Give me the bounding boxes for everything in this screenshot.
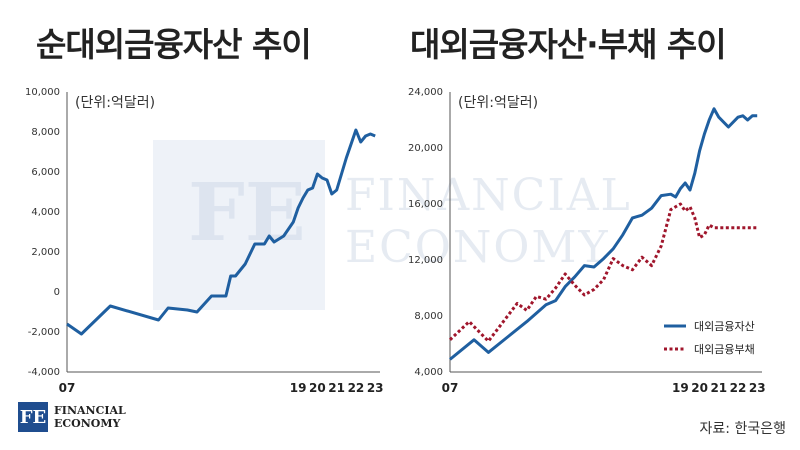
left-x-tick-label: 21: [328, 381, 345, 395]
left-y-tick-label: 8,000: [31, 127, 60, 138]
watermark-logo-mark: FE: [188, 165, 306, 259]
right-y-tick-label: 24,000: [408, 87, 443, 98]
watermark-box: [153, 140, 325, 310]
financial-economy-logo: FE FINANCIAL ECONOMY: [18, 402, 126, 432]
right-x-tick-label: 07: [442, 381, 459, 395]
right-y-tick-label: 4,000: [414, 367, 443, 378]
right-x-tick-label: 22: [730, 381, 747, 395]
right-y-tick-label: 8,000: [414, 311, 443, 322]
right-series-liability: [448, 202, 758, 343]
right-y-tick-label: 20,000: [408, 143, 443, 154]
left-y-tick-label: 4,000: [31, 207, 60, 218]
right-x-tick-label: 23: [749, 381, 766, 395]
watermark-line2: ECONOMY: [345, 222, 610, 273]
legend-asset-label: 대외금융자산: [694, 320, 755, 333]
right-x-tick-label: 21: [710, 381, 727, 395]
right-y-tick-label: 16,000: [408, 199, 443, 210]
right-chart-title: 대외금융자산·부채 추이: [410, 25, 727, 64]
left-unit-label: (단위:억달러): [75, 95, 155, 111]
left-series-net: [66, 128, 376, 336]
left-y-tick-label: -4,000: [28, 367, 60, 378]
left-x-tick-label: 23: [367, 381, 384, 395]
logo-line2: ECONOMY: [54, 417, 121, 430]
logo-text: FINANCIAL ECONOMY: [54, 404, 126, 430]
left-y-tick-label: 10,000: [25, 87, 60, 98]
left-x-tick-label: 19: [290, 381, 307, 395]
legend-liability-label: 대외금융부채: [694, 343, 755, 356]
left-chart-title: 순대외금융자산 추이: [36, 25, 312, 64]
right-x-tick-label: 19: [672, 381, 689, 395]
left-y-tick-label: 6,000: [31, 167, 60, 178]
logo-line1: FINANCIAL: [54, 404, 126, 417]
right-y-tick-label: 12,000: [408, 255, 443, 266]
watermark-line1: FINANCIAL: [345, 170, 632, 221]
left-x-tick-label: 22: [348, 381, 365, 395]
source-note: 자료: 한국은행: [699, 421, 786, 437]
right-x-tick-label: 20: [691, 381, 708, 395]
right-series-asset: [449, 107, 758, 361]
left-x-tick-label: 07: [59, 381, 76, 395]
right-unit-label: (단위:억달러): [458, 95, 538, 111]
left-y-tick-label: 0: [54, 287, 60, 298]
left-y-tick-label: -2,000: [28, 327, 60, 338]
left-y-tick-label: 2,000: [31, 247, 60, 258]
logo-icon: FE: [18, 402, 48, 432]
left-x-tick-label: 20: [309, 381, 326, 395]
